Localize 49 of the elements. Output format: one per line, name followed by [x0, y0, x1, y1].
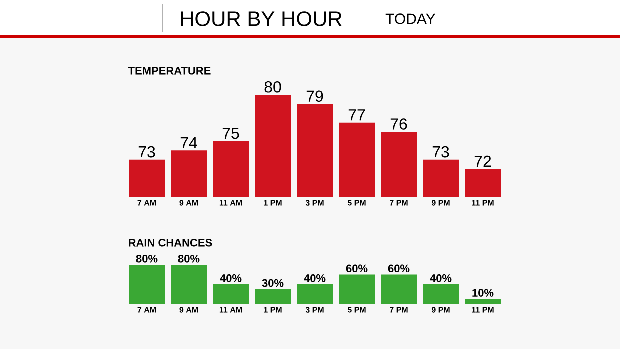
x-tick-label: 1 PM: [264, 307, 282, 313]
data-label: 75: [222, 128, 240, 140]
x-tick-label: 5 PM: [348, 307, 366, 313]
x-tick-label: 3 PM: [306, 307, 324, 313]
data-label: 79: [306, 90, 324, 102]
data-label: 72: [474, 156, 492, 167]
data-label: 76: [390, 118, 408, 130]
data-label: 73: [138, 146, 156, 158]
bar: [255, 289, 292, 304]
x-tick-label: 11 AM: [220, 200, 242, 206]
chart-title: RAIN CHANCES: [129, 239, 212, 247]
data-label: 74: [180, 137, 198, 148]
bar: [129, 265, 166, 304]
data-label: 60%: [388, 264, 410, 273]
bar: [171, 265, 208, 304]
chart-title: TEMPERATURE: [128, 67, 211, 75]
x-tick-label: 7 PM: [390, 307, 408, 313]
data-label: 40%: [304, 274, 326, 282]
x-tick-label: 9 PM: [432, 307, 450, 313]
text: TODAY: [386, 14, 436, 24]
data-label: 40%: [430, 274, 452, 282]
bar: [213, 284, 250, 304]
data-label: 77: [348, 110, 366, 121]
bar: [381, 274, 418, 304]
data-label: 60%: [346, 264, 368, 273]
x-tick-label: 11 PM: [472, 200, 494, 206]
x-tick-label: 7 AM: [138, 200, 156, 206]
data-label: 80: [264, 81, 282, 93]
x-tick-label: 11 PM: [472, 307, 494, 313]
data-label: 80%: [178, 255, 200, 263]
bar: [339, 274, 376, 304]
data-label: 30%: [262, 279, 284, 288]
data-label: 10%: [472, 289, 494, 297]
data-label: 73: [432, 146, 450, 158]
bar: [297, 284, 334, 304]
x-tick-label: 7 AM: [138, 307, 156, 313]
text: HOUR BY HOUR: [181, 12, 342, 26]
x-tick-label: 9 AM: [180, 307, 198, 313]
x-tick-label: 5 PM: [348, 200, 366, 206]
data-label: 40%: [220, 274, 242, 282]
x-tick-label: 9 AM: [180, 200, 198, 206]
x-tick-label: 1 PM: [264, 200, 282, 206]
x-tick-label: 3 PM: [306, 200, 324, 206]
bar: [423, 284, 460, 304]
bar: [465, 299, 502, 304]
data-label: 80%: [136, 255, 158, 263]
x-tick-label: 9 PM: [432, 200, 450, 206]
x-tick-label: 11 AM: [220, 307, 242, 313]
x-tick-label: 7 PM: [390, 200, 408, 206]
